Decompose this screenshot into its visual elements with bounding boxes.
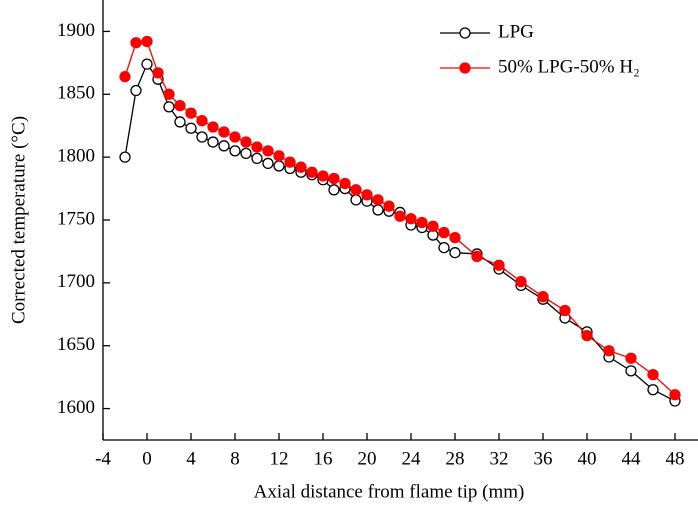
data-point xyxy=(350,184,362,196)
data-point xyxy=(163,88,175,100)
data-point xyxy=(218,140,230,152)
data-point xyxy=(229,131,241,143)
x-tick-label: 20 xyxy=(358,448,377,469)
x-axis-label: Axial distance from flame tip (mm) xyxy=(254,481,525,502)
data-point xyxy=(185,107,197,119)
data-point xyxy=(559,304,571,317)
data-point xyxy=(317,170,329,182)
x-tick-label: 36 xyxy=(534,448,553,469)
data-point xyxy=(174,116,186,128)
data-point xyxy=(372,204,384,216)
data-point xyxy=(273,150,285,162)
data-point xyxy=(438,242,450,254)
data-point xyxy=(119,151,131,163)
data-point xyxy=(471,250,483,263)
data-point xyxy=(130,84,142,97)
data-point xyxy=(240,147,252,160)
data-point xyxy=(449,247,461,259)
x-tick-label: 24 xyxy=(402,448,422,469)
data-point xyxy=(669,389,681,401)
data-point xyxy=(361,189,373,201)
data-point xyxy=(141,58,153,70)
data-point xyxy=(515,275,527,288)
y-tick-label: 1800 xyxy=(57,146,95,167)
data-point xyxy=(581,330,593,342)
data-point xyxy=(152,67,164,79)
x-tick-label: -4 xyxy=(95,448,111,469)
data-point xyxy=(240,136,252,148)
y-tick-label: 1750 xyxy=(57,208,95,229)
data-point xyxy=(372,194,384,206)
data-point xyxy=(603,345,615,357)
x-tick-label: 8 xyxy=(230,448,240,469)
data-point xyxy=(647,368,659,381)
x-tick-label: 12 xyxy=(270,448,289,469)
data-point xyxy=(328,184,340,196)
legend-marker xyxy=(459,62,471,74)
data-point xyxy=(262,157,274,170)
data-point xyxy=(427,220,439,232)
data-point xyxy=(218,126,230,138)
data-point xyxy=(207,121,219,133)
data-point xyxy=(163,101,175,113)
y-tick-label: 1700 xyxy=(57,271,95,292)
x-tick-label: 48 xyxy=(666,448,685,469)
x-tick-label: 4 xyxy=(186,448,196,469)
data-point xyxy=(306,166,318,178)
data-point xyxy=(273,160,285,172)
data-point xyxy=(196,131,208,143)
y-tick-label: 1900 xyxy=(57,20,95,41)
x-tick-label: 0 xyxy=(142,448,152,469)
x-tick-label: 16 xyxy=(314,448,333,469)
data-point xyxy=(284,156,296,168)
legend-label: 50% LPG-50% H₂ xyxy=(498,56,640,77)
x-tick-label: 44 xyxy=(622,448,642,469)
data-point xyxy=(438,226,450,239)
data-point xyxy=(229,145,241,157)
legend-label: LPG xyxy=(498,21,534,42)
data-point xyxy=(207,136,219,148)
data-point xyxy=(537,291,549,303)
y-axis-label: Corrected temperature (°C) xyxy=(8,116,29,324)
data-point xyxy=(251,152,263,165)
data-point xyxy=(196,115,208,127)
data-point xyxy=(119,71,131,83)
data-point xyxy=(328,172,340,185)
data-point xyxy=(493,259,505,271)
data-point xyxy=(416,216,428,229)
data-point xyxy=(339,177,351,190)
data-point xyxy=(383,200,395,212)
data-point xyxy=(449,231,461,244)
x-tick-label: 32 xyxy=(490,448,509,469)
data-point xyxy=(251,141,263,153)
data-point xyxy=(174,99,186,112)
legend-marker xyxy=(459,27,471,39)
data-point xyxy=(625,352,637,364)
data-point xyxy=(647,384,659,396)
y-tick-label: 1850 xyxy=(57,83,95,104)
data-point xyxy=(625,365,637,377)
y-tick-label: 1650 xyxy=(57,334,95,355)
series-line xyxy=(124,62,676,402)
data-point xyxy=(405,213,417,225)
data-point xyxy=(262,145,274,157)
data-point xyxy=(141,35,153,48)
data-point xyxy=(185,122,197,134)
x-tick-label: 40 xyxy=(578,448,597,469)
data-point xyxy=(130,37,142,49)
data-point xyxy=(394,210,406,222)
x-tick-label: 28 xyxy=(446,448,465,469)
y-tick-label: 1600 xyxy=(57,397,95,418)
data-point xyxy=(350,194,362,206)
data-point xyxy=(295,161,307,173)
